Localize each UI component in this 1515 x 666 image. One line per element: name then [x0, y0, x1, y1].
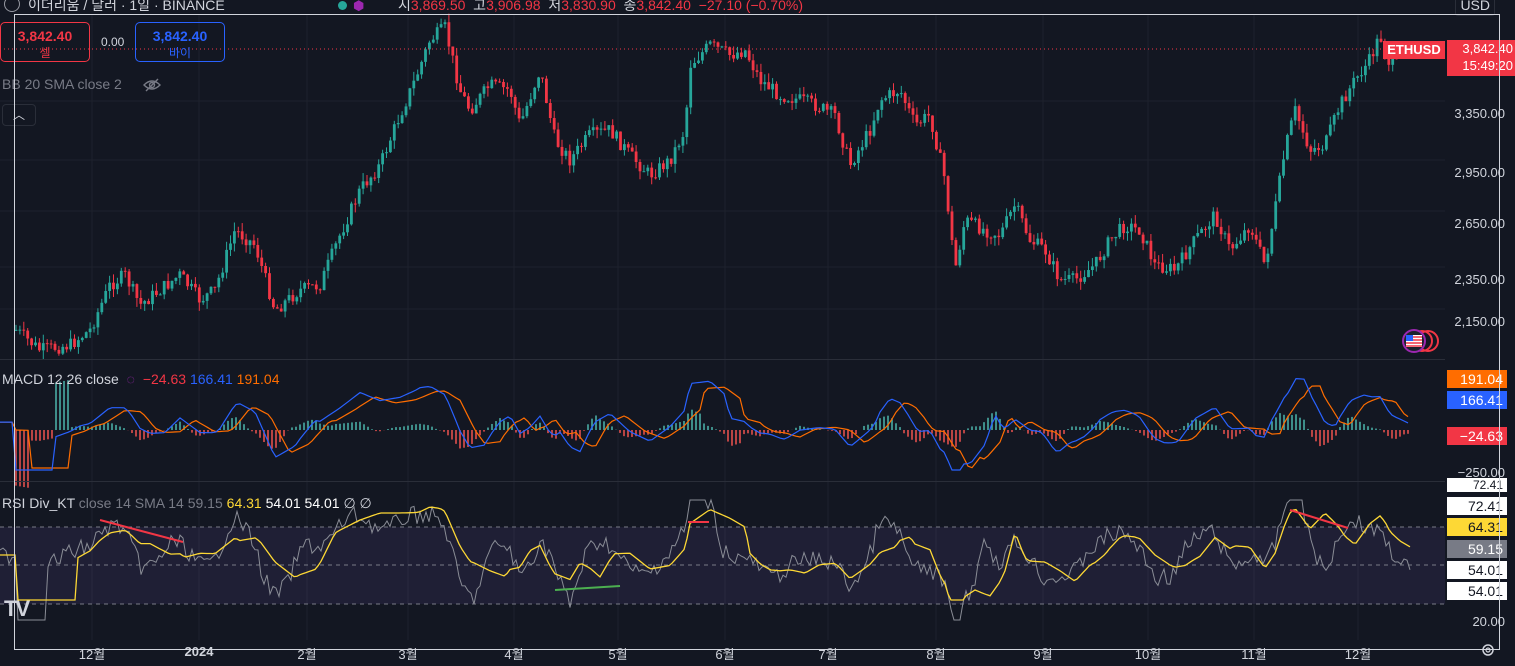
time-axis-label: 4월: [504, 647, 524, 662]
sell-label: 셀: [39, 46, 51, 60]
sell-price: 3,842.40: [17, 28, 73, 44]
data-provider-icon: ⬢: [353, 0, 365, 13]
currency-selector[interactable]: USD: [1455, 0, 1495, 16]
rsi-value-1: 59.15: [187, 495, 223, 511]
macd-axis-label: −250.00: [1457, 465, 1505, 480]
macd-legend-name: MACD: [2, 371, 44, 387]
macd-signal-tag: 191.04: [1447, 370, 1507, 388]
ethereum-logo-icon: [4, 0, 20, 12]
symbol-tag: ETHUSD: [1383, 41, 1445, 59]
collapse-legend-button[interactable]: ︿: [2, 104, 36, 126]
candlestick-series: [14, 13, 1398, 360]
rsi-axis-label: 72.41: [1447, 478, 1507, 492]
time-axis-label: 2월: [297, 647, 317, 662]
chart-settings-icon[interactable]: [1480, 642, 1496, 658]
rsi-pane: [0, 498, 1445, 621]
chevron-up-icon: ︿: [12, 108, 25, 122]
macd-line-tag: 166.41: [1447, 391, 1507, 409]
price-change: −27.10 (−0.70%): [698, 0, 803, 13]
buy-button[interactable]: 3,842.40 바이: [135, 22, 225, 62]
price-axis[interactable]: 3,350.00 2,950.00 2,650.00 2,350.00 2,15…: [1445, 14, 1515, 640]
macd-hist-value: −24.63: [142, 371, 187, 387]
time-axis-label: 10월: [1134, 647, 1162, 662]
macd-pane: [0, 377, 1409, 488]
spread-value: 0.00: [101, 35, 125, 49]
time-axis-label: 11월: [1241, 647, 1267, 662]
price-axis-label: 2,950.00: [1454, 165, 1505, 180]
pane-separator[interactable]: [0, 481, 1445, 482]
rsi-legend[interactable]: RSI Div_KT close 14 SMA 14 59.15 64.31 5…: [2, 495, 372, 512]
rsi-axis-label: 20.00: [1472, 614, 1505, 629]
macd-signal-value: 191.04: [236, 371, 280, 387]
rsi-ma-tag: 64.31: [1447, 518, 1507, 536]
price-axis-label: 3,350.00: [1454, 106, 1505, 121]
rsi-legend-name: RSI Div_KT: [2, 495, 75, 511]
time-axis-label: 12월: [78, 647, 106, 662]
time-axis-label: 8월: [926, 647, 946, 662]
bar-countdown: 15:49:20: [1462, 58, 1513, 73]
symbol-title[interactable]: 이더리움 / 달러 · 1일 · BINANCE: [28, 0, 225, 13]
price-axis-label: 2,150.00: [1454, 314, 1505, 329]
price-axis-label: 2,650.00: [1454, 216, 1505, 231]
economic-events-flag-icon[interactable]: [1396, 329, 1440, 353]
time-axis-label: 9월: [1033, 647, 1053, 662]
time-axis-label: 6월: [715, 647, 735, 662]
macd-legend-params: 12 26 close: [47, 371, 119, 387]
rsi-legend-params: close 14 SMA 14: [78, 495, 184, 511]
rsi-axis-label: 72.41: [1447, 497, 1507, 515]
rsi-axis-label: 54.01: [1447, 582, 1507, 600]
bb-indicator-legend[interactable]: BB 20 SMA close 2: [2, 76, 122, 92]
price-axis-label: 2,350.00: [1454, 272, 1505, 287]
sell-button[interactable]: 3,842.40 셀: [0, 22, 90, 62]
rsi-value-2: 64.31: [226, 495, 262, 511]
last-price-tag: 3,842.40 15:49:20: [1447, 40, 1515, 76]
macd-hist-tag: −24.63: [1447, 427, 1507, 445]
last-price: 3,842.40: [1462, 41, 1513, 56]
pane-separator[interactable]: [0, 359, 1445, 360]
ohlc-values: 시3,869.50 고3,906.98 저3,830.90 종3,842.40 …: [398, 0, 803, 14]
time-axis-label: 7월: [818, 647, 838, 662]
macd-loading-icon: ◌: [126, 371, 135, 387]
time-axis-label: 12월: [1344, 647, 1372, 662]
time-axis-label: 5월: [608, 647, 628, 662]
time-axis[interactable]: 12월 2024 2월 3월 4월 5월 6월 7월 8월 9월 10월 11월…: [0, 640, 1445, 666]
hidden-eye-icon[interactable]: [143, 77, 161, 93]
rsi-value-4: 54.01: [304, 495, 340, 511]
market-open-icon: [338, 1, 347, 10]
tradingview-logo-icon[interactable]: TV: [4, 596, 30, 621]
symbol-header: 이더리움 / 달러 · 1일 · BINANCE ⬢ 시3,869.50 고3,…: [0, 0, 1515, 14]
buy-price: 3,842.40: [152, 28, 208, 44]
macd-line-value: 166.41: [189, 371, 233, 387]
macd-legend[interactable]: MACD 12 26 close ◌ −24.63 166.41 191.04: [2, 371, 280, 387]
rsi-value-3: 54.01: [265, 495, 301, 511]
rsi-value-tag: 59.15: [1447, 540, 1507, 558]
time-axis-label: 3월: [398, 647, 418, 662]
buy-label: 바이: [168, 46, 192, 60]
rsi-value-5: ∅ ∅: [343, 495, 372, 511]
rsi-axis-label: 54.01: [1447, 561, 1507, 579]
market-status[interactable]: ⬢: [338, 0, 364, 14]
time-axis-label: 2024: [184, 644, 214, 659]
